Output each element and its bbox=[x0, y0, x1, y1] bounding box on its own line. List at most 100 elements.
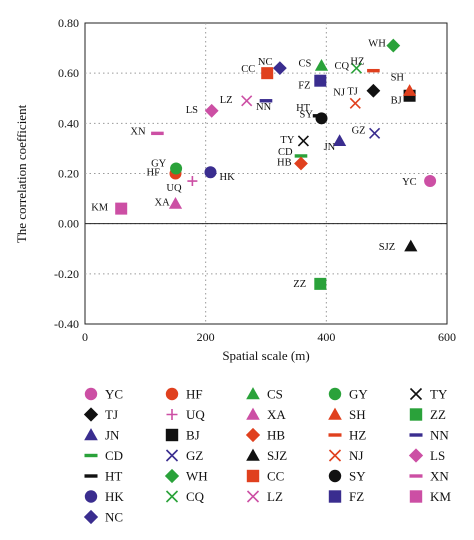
legend-label-gy: GY bbox=[349, 387, 368, 402]
point-nn bbox=[259, 99, 273, 103]
legend-marker-hz bbox=[328, 433, 342, 437]
point-km bbox=[115, 202, 128, 215]
legend-label-hk: HK bbox=[105, 489, 124, 504]
legend-marker-sjz bbox=[246, 448, 260, 461]
legend-marker-cc bbox=[246, 469, 260, 483]
legend-label-nc: NC bbox=[105, 510, 123, 525]
legend-marker-sh bbox=[328, 407, 342, 420]
point-label-bj: BJ bbox=[391, 96, 402, 107]
x-tick-label: 400 bbox=[317, 330, 335, 344]
point-label-ty: TY bbox=[280, 135, 294, 146]
legend-marker-nc bbox=[83, 509, 99, 525]
legend: YC HF CS GY TY TJ UQ XA SH ZZ JN BJ HB HZ NN CD GZ SJZ NJ L… bbox=[83, 387, 451, 525]
legend-label-ls: LS bbox=[430, 448, 445, 463]
point-hb bbox=[294, 156, 308, 171]
point-label-lz: LZ bbox=[220, 95, 233, 106]
point-hk bbox=[204, 166, 217, 179]
point-label-yc: YC bbox=[402, 177, 417, 188]
point-label-hb: HB bbox=[277, 157, 292, 168]
x-tick-label: 200 bbox=[197, 330, 215, 344]
legend-marker-gy bbox=[328, 387, 342, 401]
x-axis-label: Spatial scale (m) bbox=[222, 348, 309, 363]
point-label-gz: GZ bbox=[352, 125, 366, 136]
point-nj bbox=[349, 97, 361, 109]
legend-label-zz: ZZ bbox=[430, 407, 446, 422]
point-label-xn: XN bbox=[130, 126, 146, 137]
point-yc bbox=[424, 175, 437, 188]
legend-label-cd: CD bbox=[105, 448, 123, 463]
legend-label-yc: YC bbox=[105, 387, 123, 402]
y-axis-label: The correlation coefficient bbox=[14, 104, 29, 243]
legend-label-ht: HT bbox=[105, 469, 122, 484]
point-label-nj: NJ bbox=[333, 87, 345, 98]
legend-marker-ht bbox=[84, 474, 98, 478]
point-gz bbox=[369, 127, 381, 139]
legend-marker-lz bbox=[246, 490, 260, 503]
legend-label-cs: CS bbox=[267, 387, 283, 402]
point-label-hf: HF bbox=[147, 168, 161, 179]
point-ls bbox=[204, 103, 219, 118]
x-tick-label: 600 bbox=[438, 330, 456, 344]
x-tick-labels: 0 200 400 600 bbox=[82, 330, 456, 344]
point-hz bbox=[367, 68, 380, 73]
legend-label-sjz: SJZ bbox=[267, 448, 287, 463]
legend-marker-xa bbox=[246, 407, 260, 420]
point-lz bbox=[241, 95, 253, 107]
point-label-ls: LS bbox=[186, 105, 198, 116]
point-label-sh: SH bbox=[391, 73, 405, 84]
legend-label-sh: SH bbox=[349, 407, 366, 422]
y-tick-label: -0.20 bbox=[54, 267, 79, 281]
legend-marker-hf bbox=[165, 387, 179, 401]
point-label-xa: XA bbox=[155, 198, 171, 209]
point-label-jn: JN bbox=[324, 142, 336, 153]
point-label-ht: HT bbox=[296, 103, 311, 114]
point-label-cs: CS bbox=[299, 59, 312, 70]
point-label-hk: HK bbox=[219, 172, 235, 183]
point-label-nn: NN bbox=[256, 102, 272, 113]
legend-label-jn: JN bbox=[105, 428, 120, 443]
point-gy bbox=[170, 162, 183, 175]
legend-label-sy: SY bbox=[349, 469, 366, 484]
y-tick-labels: -0.40 -0.20 0.00 0.20 0.40 0.60 0.80 bbox=[54, 16, 79, 331]
y-tick-label: 0.40 bbox=[58, 116, 79, 130]
point-label-hz: HZ bbox=[350, 57, 364, 68]
legend-label-gz: GZ bbox=[186, 448, 203, 463]
legend-label-cc: CC bbox=[267, 469, 284, 484]
legend-marker-fz bbox=[328, 490, 342, 503]
point-zz bbox=[314, 277, 327, 290]
point-label-nc: NC bbox=[258, 57, 273, 68]
legend-label-hz: HZ bbox=[349, 428, 366, 443]
legend-marker-wh bbox=[164, 468, 180, 484]
y-tick-label: 0.80 bbox=[58, 16, 79, 30]
point-label-cq: CQ bbox=[335, 61, 350, 72]
point-jn bbox=[333, 134, 347, 146]
point-wh bbox=[386, 38, 401, 53]
point-sy bbox=[315, 112, 328, 125]
legend-label-km: KM bbox=[430, 489, 451, 504]
legend-label-lz: LZ bbox=[267, 489, 283, 504]
legend-marker-bj bbox=[165, 428, 179, 442]
point-xn bbox=[151, 131, 164, 136]
legend-marker-tj bbox=[83, 407, 99, 422]
point-cd bbox=[294, 154, 308, 158]
point-nc bbox=[272, 61, 287, 76]
point-cc bbox=[261, 67, 274, 80]
legend-marker-xn bbox=[409, 474, 423, 478]
legend-marker-km bbox=[409, 490, 423, 503]
legend-marker-uq bbox=[166, 409, 178, 420]
legend-marker-yc bbox=[84, 387, 98, 401]
legend-marker-nn bbox=[409, 433, 423, 437]
point-ty bbox=[297, 135, 309, 147]
legend-marker-gz bbox=[165, 449, 179, 462]
point-label-fz: FZ bbox=[298, 81, 310, 92]
legend-label-xa: XA bbox=[267, 407, 286, 422]
legend-marker-hb bbox=[245, 427, 261, 443]
x-tick-label: 0 bbox=[82, 330, 88, 344]
legend-marker-hk bbox=[84, 490, 98, 503]
point-xa bbox=[168, 197, 183, 209]
y-tick-label: 0.60 bbox=[58, 66, 79, 80]
legend-label-nn: NN bbox=[430, 428, 449, 443]
point-label-cd: CD bbox=[278, 147, 293, 158]
point-label-zz: ZZ bbox=[293, 279, 306, 290]
point-sjz bbox=[404, 239, 418, 252]
